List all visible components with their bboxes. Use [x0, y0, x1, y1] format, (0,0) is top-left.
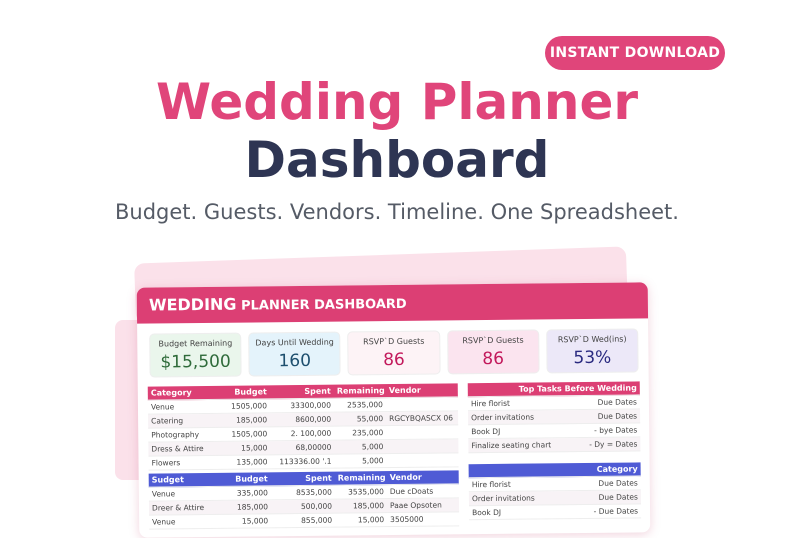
table-cell: Due Dates: [597, 397, 637, 407]
kpi-card: RSVP`D Wed(ins) 53%: [545, 328, 639, 374]
table-cell: Flowers: [151, 458, 181, 468]
table-cell: 185,000: [352, 501, 385, 511]
table-title: Category: [596, 464, 638, 474]
table-cell: Due Dates: [598, 478, 638, 488]
table-cell: 5,000: [361, 442, 384, 452]
kpi-value: $15,500: [160, 351, 231, 373]
table-cell: - bye Dates: [594, 425, 638, 435]
table-cell: Due Dates: [598, 492, 638, 502]
table-cell: 15,000: [357, 515, 385, 525]
table-cell: Sudget: [151, 475, 184, 485]
table-cell: Remaining: [336, 386, 385, 396]
sheet-header: WEDDING PLANNER DASHBOARD: [136, 282, 649, 324]
table-cell: Dreer & Attire: [151, 502, 205, 513]
table-cell: Photography: [151, 430, 200, 440]
budget-table: Category Budget Spent Remaining Vendor Venue 1…: [147, 383, 459, 471]
kpi-label: Days Until Wedding: [255, 337, 334, 348]
kpi-label: Budget Remaining: [158, 338, 233, 349]
table-cell: Paae Opsoten: [389, 500, 442, 511]
kpi-value: 86: [383, 349, 405, 371]
kpi-label: RSVP`D Guests: [363, 336, 425, 347]
table-cell: Category: [150, 388, 192, 398]
table-cell: 135,000: [236, 457, 268, 467]
table-cell: 2. 100,000: [290, 428, 332, 439]
table-cell: Hire florist: [470, 398, 510, 409]
table-cell: [386, 446, 458, 447]
table-cell: Hire florist: [471, 479, 511, 490]
table-cell: 1505,000: [231, 401, 267, 411]
kpi-value: 86: [482, 348, 505, 370]
table-cell: 1505,000: [231, 429, 268, 439]
table-cell: - Due Dates: [593, 506, 639, 516]
tasks-table: Top Tasks Before Wedding Hire florist Due …: [467, 381, 641, 454]
table-title: Top Tasks Before Wedding: [518, 383, 637, 394]
tasks-table-2: Category Hire florist Due Dates Order invit…: [468, 462, 642, 521]
table-cell: Finalize seating chart: [471, 440, 552, 451]
table-cell: 15,000: [241, 516, 269, 526]
table-cell: Due Dates: [597, 411, 638, 421]
table-cell: 500,000: [300, 501, 333, 511]
table-cell: Order invitations: [471, 493, 535, 504]
header-bold: WEDDING: [148, 294, 237, 315]
table-cell: 113336.00 '.1: [279, 456, 332, 467]
subtitle: Budget. Guests. Vendors. Timeline. One S…: [115, 200, 679, 224]
table-cell: [386, 432, 458, 433]
kpi-card: RSVP`D Guests 86: [446, 329, 540, 375]
table-cell: Venue: [152, 517, 176, 527]
table-cell: 68,00000: [295, 442, 332, 453]
table-cell: Vendor: [389, 472, 422, 483]
table-cell: 235,000: [352, 428, 384, 438]
title-line-1: Wedding Planner: [155, 73, 639, 131]
budget-table-2: Sudget Budget Spent Remaining Vendor Venue 335…: [148, 470, 460, 530]
table-cell: [386, 404, 458, 405]
kpi-label: RSVP`D Wed(ins): [557, 334, 627, 345]
table-cell: RGCYBQASCX 06: [389, 413, 454, 424]
kpi-row: Budget Remaining $15,500 Days Until Weddin…: [149, 328, 639, 378]
table-cell: 15,000: [241, 443, 268, 453]
table-row: Finalize seating chart - Dy = Dates: [468, 437, 641, 454]
table-cell: Budget: [234, 387, 267, 397]
kpi-card: RSVP`D Guests 86: [347, 330, 441, 376]
table-cell: Book DJ: [471, 426, 501, 437]
kpi-card: Days Until Wedding 160: [248, 331, 342, 377]
header-rest: PLANNER DASHBOARD: [240, 296, 407, 314]
table-cell: Spent: [305, 473, 332, 483]
table-cell: 3535,000: [348, 487, 384, 497]
table-cell: 2535,000: [347, 400, 383, 410]
table-cell: Remaining: [337, 473, 386, 483]
table-cell: 185,000: [236, 415, 268, 425]
table-row: Venue 15,000 855,000 15,000 3505000: [149, 512, 460, 530]
table-cell: 335,000: [236, 488, 268, 498]
table-cell: Order invitations: [471, 412, 535, 423]
table-cell: 185,000: [236, 502, 269, 512]
table-cell: Spent: [304, 386, 331, 396]
table-cell: 5,000: [361, 456, 384, 466]
title-line-2: Dashboard: [244, 131, 550, 189]
table-cell: 8535,000: [296, 487, 332, 498]
table-cell: - Dy = Dates: [589, 439, 638, 449]
kpi-value: 160: [278, 350, 312, 372]
table-cell: 55,000: [356, 414, 384, 424]
table-cell: Book DJ: [472, 507, 502, 518]
table-cell: 33300,000: [290, 400, 331, 411]
instant-download-button[interactable]: INSTANT DOWNLOAD: [545, 36, 725, 70]
kpi-card: Budget Remaining $15,500: [149, 332, 242, 378]
table-cell: Due cDoats: [389, 486, 434, 497]
table-cell: 3505000: [390, 514, 424, 525]
table-cell: 8600,000: [295, 414, 332, 425]
table-cell: Budget: [235, 474, 268, 484]
table-cell: Catering: [151, 416, 184, 426]
table-row: Book DJ - Due Dates: [469, 504, 642, 521]
table-cell: Vendor: [388, 385, 421, 396]
spreadsheet-preview: WEDDING PLANNER DASHBOARD Budget Remaini…: [136, 282, 651, 538]
table-cell: [387, 460, 459, 461]
table-cell: Dress & Attire: [151, 443, 204, 454]
table-cell: Venue: [151, 489, 176, 499]
kpi-value: 53%: [573, 347, 612, 369]
table-row: Flowers 135,000 113336.00 '.1 5,000: [148, 453, 459, 471]
table-cell: 855,000: [301, 515, 333, 525]
kpi-label: RSVP`D Guests: [462, 335, 524, 346]
table-cell: Venue: [150, 402, 175, 412]
